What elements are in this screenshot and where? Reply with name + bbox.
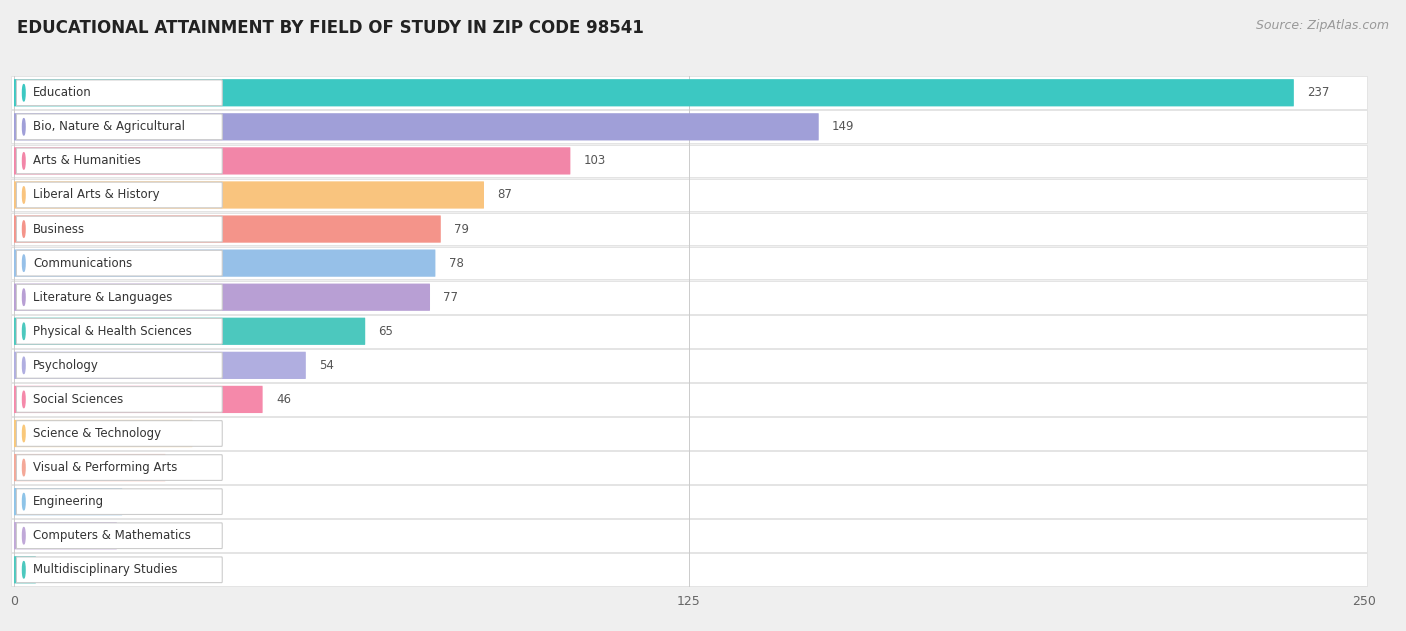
FancyBboxPatch shape (11, 349, 1367, 382)
FancyBboxPatch shape (11, 76, 1367, 109)
Text: Engineering: Engineering (32, 495, 104, 508)
Circle shape (22, 323, 25, 339)
FancyBboxPatch shape (11, 179, 1367, 211)
Circle shape (22, 255, 25, 271)
FancyBboxPatch shape (14, 317, 366, 345)
FancyBboxPatch shape (17, 353, 222, 378)
FancyBboxPatch shape (17, 489, 222, 514)
Text: Arts & Humanities: Arts & Humanities (32, 155, 141, 167)
Text: 19: 19 (131, 529, 145, 542)
FancyBboxPatch shape (11, 144, 1367, 177)
Text: Bio, Nature & Agricultural: Bio, Nature & Agricultural (32, 121, 186, 133)
FancyBboxPatch shape (17, 387, 222, 412)
FancyBboxPatch shape (14, 351, 307, 379)
FancyBboxPatch shape (17, 523, 222, 548)
Text: 54: 54 (319, 359, 335, 372)
Circle shape (22, 425, 25, 442)
FancyBboxPatch shape (14, 113, 818, 141)
FancyBboxPatch shape (17, 251, 222, 276)
FancyBboxPatch shape (14, 249, 436, 277)
Text: 20: 20 (135, 495, 150, 508)
FancyBboxPatch shape (11, 213, 1367, 245)
FancyBboxPatch shape (11, 247, 1367, 280)
Text: Education: Education (32, 86, 91, 99)
Text: 65: 65 (378, 325, 394, 338)
FancyBboxPatch shape (14, 420, 193, 447)
Circle shape (22, 221, 25, 237)
Text: Computers & Mathematics: Computers & Mathematics (32, 529, 191, 542)
Circle shape (22, 459, 25, 476)
Circle shape (22, 187, 25, 203)
Text: 103: 103 (583, 155, 606, 167)
FancyBboxPatch shape (17, 319, 222, 344)
Circle shape (22, 153, 25, 169)
Circle shape (22, 493, 25, 510)
Text: 46: 46 (276, 393, 291, 406)
Text: Multidisciplinary Studies: Multidisciplinary Studies (32, 563, 177, 576)
FancyBboxPatch shape (17, 455, 222, 480)
Circle shape (22, 357, 25, 374)
FancyBboxPatch shape (11, 451, 1367, 484)
FancyBboxPatch shape (17, 148, 222, 174)
FancyBboxPatch shape (14, 556, 37, 584)
FancyBboxPatch shape (14, 215, 441, 243)
FancyBboxPatch shape (17, 421, 222, 446)
FancyBboxPatch shape (11, 383, 1367, 416)
FancyBboxPatch shape (11, 315, 1367, 348)
Text: 4: 4 (49, 563, 56, 576)
Circle shape (22, 119, 25, 135)
Circle shape (22, 85, 25, 101)
FancyBboxPatch shape (14, 386, 263, 413)
Text: 28: 28 (179, 461, 194, 474)
Text: Business: Business (32, 223, 86, 235)
Text: 237: 237 (1308, 86, 1330, 99)
Circle shape (22, 289, 25, 305)
FancyBboxPatch shape (14, 522, 117, 550)
Circle shape (22, 562, 25, 578)
FancyBboxPatch shape (11, 485, 1367, 518)
FancyBboxPatch shape (14, 181, 484, 209)
Text: Literature & Languages: Literature & Languages (32, 291, 173, 304)
FancyBboxPatch shape (17, 557, 222, 582)
FancyBboxPatch shape (11, 417, 1367, 450)
FancyBboxPatch shape (14, 488, 122, 516)
FancyBboxPatch shape (17, 216, 222, 242)
Text: Source: ZipAtlas.com: Source: ZipAtlas.com (1256, 19, 1389, 32)
Text: Science & Technology: Science & Technology (32, 427, 162, 440)
Text: 78: 78 (449, 257, 464, 269)
Text: Visual & Performing Arts: Visual & Performing Arts (32, 461, 177, 474)
FancyBboxPatch shape (17, 80, 222, 105)
Text: 79: 79 (454, 223, 470, 235)
Text: EDUCATIONAL ATTAINMENT BY FIELD OF STUDY IN ZIP CODE 98541: EDUCATIONAL ATTAINMENT BY FIELD OF STUDY… (17, 19, 644, 37)
FancyBboxPatch shape (17, 114, 222, 139)
FancyBboxPatch shape (11, 110, 1367, 143)
FancyBboxPatch shape (14, 79, 1294, 107)
Text: Psychology: Psychology (32, 359, 98, 372)
Text: 149: 149 (832, 121, 855, 133)
FancyBboxPatch shape (14, 283, 430, 311)
FancyBboxPatch shape (14, 147, 571, 175)
Circle shape (22, 391, 25, 408)
Text: 87: 87 (498, 189, 512, 201)
FancyBboxPatch shape (17, 182, 222, 208)
Text: 33: 33 (205, 427, 221, 440)
FancyBboxPatch shape (11, 281, 1367, 314)
Text: Social Sciences: Social Sciences (32, 393, 124, 406)
FancyBboxPatch shape (11, 553, 1367, 586)
FancyBboxPatch shape (17, 285, 222, 310)
Text: Liberal Arts & History: Liberal Arts & History (32, 189, 160, 201)
Text: 77: 77 (443, 291, 458, 304)
Circle shape (22, 528, 25, 544)
FancyBboxPatch shape (14, 454, 166, 481)
Text: Physical & Health Sciences: Physical & Health Sciences (32, 325, 191, 338)
Text: Communications: Communications (32, 257, 132, 269)
FancyBboxPatch shape (11, 519, 1367, 552)
